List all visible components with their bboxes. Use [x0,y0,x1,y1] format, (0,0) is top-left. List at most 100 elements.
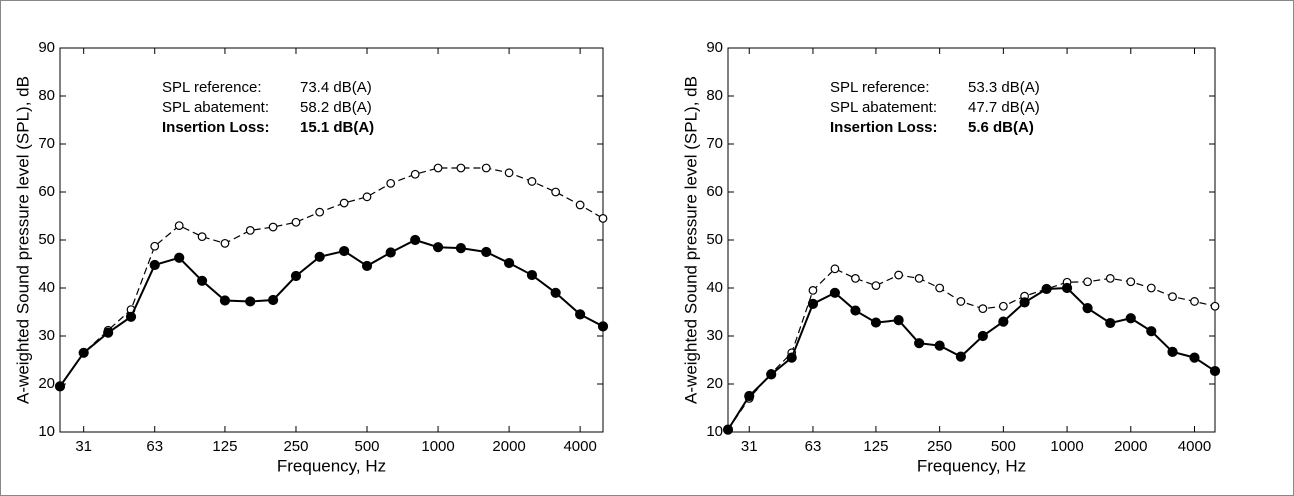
data-point [314,251,325,262]
data-point [1041,283,1052,295]
data-point [977,330,988,342]
data-point [174,221,184,231]
y-tick-label: 80 [38,87,55,104]
data-point [935,283,945,293]
annotation-label: SPL abatement: [162,99,269,116]
annotation-value: 5.6 dB(A) [968,119,1034,136]
annotation-value: 73.4 dB(A) [300,79,372,96]
y-tick-label: 10 [38,423,55,440]
y-tick-label: 40 [38,279,55,296]
data-point [551,187,561,197]
y-tick-label: 30 [38,327,55,344]
data-point [851,274,860,283]
x-axis-label: Frequency, Hz [277,456,386,475]
y-tick-label: 20 [706,375,723,392]
x-tick-label: 63 [146,438,163,455]
data-point [850,305,861,316]
data-point [597,321,609,332]
x-tick-label: 500 [991,438,1016,455]
data-point [598,213,608,223]
data-point [339,245,350,257]
data-point [808,286,818,295]
x-tick-label: 2000 [1114,438,1147,455]
y-tick-label: 30 [706,327,723,344]
y-tick-label: 50 [706,231,723,248]
data-point [245,296,256,307]
data-point [744,390,755,402]
x-tick-label: 125 [863,438,888,455]
data-point [1105,274,1115,283]
y-tick-label: 70 [706,135,723,152]
annotation-label: Insertion Loss: [830,119,938,136]
data-point [1167,346,1178,357]
y-tick-label: 20 [38,375,55,392]
data-point [245,225,255,235]
data-point [830,264,840,274]
x-tick-label: 63 [805,438,822,455]
data-point [526,269,538,281]
x-tick-label: 125 [212,438,237,455]
data-point [1126,277,1136,287]
data-point [575,309,586,320]
data-point [1146,326,1157,337]
data-point [410,169,420,179]
x-tick-label: 4000 [1178,438,1211,455]
annotation-label: SPL reference: [162,79,262,96]
y-axis-label: A-weighted Sound pressure level (SPL), d… [13,76,32,404]
data-point [998,301,1008,311]
data-point [504,168,514,178]
data-point [103,327,114,338]
data-point [914,274,924,283]
data-point [766,369,777,380]
y-tick-label: 80 [706,87,723,104]
x-tick-label: 2000 [492,438,525,455]
data-point [219,295,231,306]
data-point [978,304,988,314]
x-tick-label: 250 [927,438,952,455]
y-tick-label: 40 [706,279,723,296]
data-point [1105,317,1116,329]
annotation-value: 58.2 dB(A) [300,99,372,116]
annotation-label: SPL abatement: [830,99,937,116]
data-point [455,243,467,254]
data-point [1125,313,1136,324]
data-point [361,260,373,272]
data-point [1019,297,1030,308]
x-tick-label: 250 [283,438,308,455]
data-point [1209,365,1221,377]
data-point [1082,303,1093,314]
data-point [456,163,466,173]
data-point [386,178,396,188]
data-point [998,316,1009,327]
x-tick-label: 1000 [421,438,454,455]
data-point [174,252,185,263]
data-point [433,163,443,173]
data-point [410,234,421,246]
data-point [829,287,841,298]
data-point [871,281,881,291]
data-point [807,298,819,309]
data-point [955,351,966,362]
data-point [722,424,734,435]
data-point [196,275,208,286]
x-tick-label: 31 [741,438,758,455]
y-tick-label: 90 [38,39,55,56]
data-point [575,200,585,210]
data-point [339,198,349,208]
data-point [503,257,515,269]
y-axis-label: A-weighted Sound pressure level (SPL), d… [681,76,700,404]
annotation-value: 47.7 dB(A) [968,99,1040,116]
data-point [870,317,882,328]
data-point [894,270,904,280]
data-point [1168,292,1177,302]
x-tick-label: 500 [355,438,380,455]
data-point [481,163,491,173]
data-point [550,287,561,298]
y-tick-label: 90 [706,39,723,56]
x-tick-label: 31 [75,438,92,455]
annotation-value: 15.1 dB(A) [300,119,374,136]
x-axis-label: Frequency, Hz [917,456,1026,475]
x-tick-label: 4000 [563,438,596,455]
data-point [291,217,301,227]
